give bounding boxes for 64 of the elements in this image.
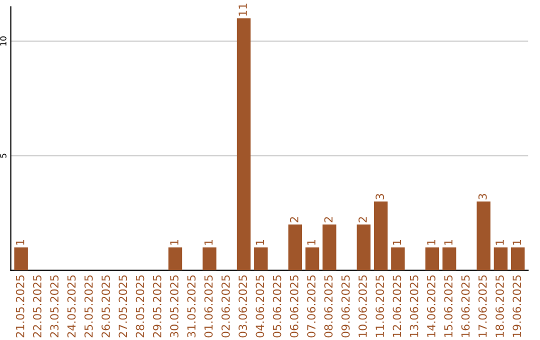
- bar: [442, 247, 456, 270]
- x-tick-label: 17.06.2025: [478, 275, 487, 337]
- x-tick-label: 02.06.2025: [221, 275, 230, 338]
- x-tick-label: 13.06.2025: [410, 275, 418, 337]
- data-label: 11: [238, 4, 247, 16]
- x-tick-label: 11.06.2025: [376, 275, 384, 337]
- bar: [510, 247, 525, 270]
- x-tick-label: 24.05.2025: [67, 275, 76, 338]
- x-tick-label: 03.06.2025: [238, 275, 247, 338]
- x-tick-label: 25.05.2025: [84, 275, 93, 338]
- data-label: 3: [376, 194, 384, 200]
- x-tick-label: 28.05.2025: [136, 275, 144, 338]
- data-label: 2: [324, 217, 332, 222]
- bar: [374, 202, 388, 270]
- data-label: 1: [444, 240, 452, 245]
- bar: [494, 247, 508, 270]
- x-tick-label: 06.06.2025: [290, 275, 298, 338]
- x-tick-label: 12.06.2025: [392, 275, 402, 337]
- y-tick-label: 5: [0, 154, 6, 158]
- x-tick-label: 19.06.2025: [512, 275, 522, 337]
- x-tick-label: 07.06.2025: [307, 275, 316, 338]
- bar: [391, 247, 405, 270]
- x-tick-label: 23.05.2025: [50, 275, 59, 338]
- x-tick-label: 22.05.2025: [33, 275, 42, 338]
- x-tick-label: 31.05.2025: [187, 275, 196, 338]
- bar: [202, 247, 216, 270]
- x-tick-label: 29.05.2025: [152, 275, 162, 338]
- data-label: 1: [512, 240, 521, 245]
- x-tick-label: 04.06.2025: [256, 275, 264, 338]
- data-label: 1: [427, 240, 436, 245]
- data-label: 1: [16, 240, 24, 245]
- data-label: 1: [256, 240, 264, 245]
- x-tick-label: 01.06.2025: [204, 275, 213, 338]
- x-tick-label: 05.06.2025: [272, 275, 282, 338]
- data-label: 2: [290, 217, 298, 222]
- bar: [254, 247, 268, 270]
- bar: [356, 224, 371, 270]
- x-tick-label: 10.06.2025: [358, 275, 367, 337]
- x-tick-label: 09.06.2025: [341, 275, 350, 338]
- bar: [476, 202, 490, 270]
- y-tick-label: 10: [0, 36, 6, 46]
- x-tick-label: 21.05.2025: [16, 275, 24, 338]
- x-tick-label: 08.06.2025: [324, 275, 333, 338]
- bar: [288, 224, 302, 270]
- bar: [14, 247, 28, 270]
- bar: [305, 247, 320, 270]
- data-label: 1: [307, 240, 316, 245]
- x-tick-label: 27.05.2025: [118, 275, 128, 338]
- x-tick-label: 14.06.2025: [427, 275, 436, 337]
- data-label: 1: [392, 240, 401, 245]
- x-tick-label: 30.05.2025: [170, 275, 178, 338]
- data-label: 1: [204, 240, 213, 245]
- data-label: 1: [170, 240, 178, 245]
- x-tick-label: 15.06.2025: [444, 275, 453, 337]
- data-label: 1: [496, 240, 504, 245]
- x-tick-label: 26.05.2025: [102, 275, 110, 338]
- data-label: 3: [478, 194, 487, 200]
- x-tick-label: 16.06.2025: [461, 275, 470, 337]
- bar: [168, 247, 182, 270]
- bar: [425, 247, 440, 270]
- bar: [236, 18, 251, 270]
- x-tick-label: 18.06.2025: [496, 275, 504, 337]
- data-label: 2: [358, 217, 367, 222]
- bar: [322, 224, 336, 270]
